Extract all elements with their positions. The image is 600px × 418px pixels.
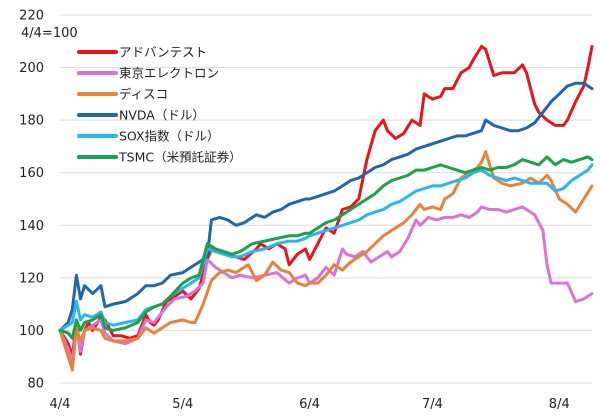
index-note: 4/4=100: [21, 26, 78, 41]
x-tick-label: 6/4: [299, 397, 320, 412]
x-tick-label: 4/4: [50, 397, 71, 412]
series-line: [58, 150, 594, 372]
series-line: [58, 45, 594, 359]
y-tick-label: 120: [19, 271, 44, 286]
legend-label: アドバンテスト: [119, 45, 207, 60]
legend-label: SOX指数（ドル）: [119, 129, 220, 144]
y-tick-label: 160: [19, 166, 44, 181]
y-tick-label: 80: [27, 377, 44, 392]
legend-label: 東京エレクトロン: [119, 66, 219, 81]
series-line: [58, 163, 594, 332]
y-tick-label: 220: [19, 9, 44, 24]
series-line: [58, 155, 594, 340]
x-tick-label: 7/4: [422, 397, 443, 412]
y-tick-label: 100: [19, 324, 44, 339]
series-line: [58, 81, 594, 332]
x-tick-label: 5/4: [172, 397, 193, 412]
legend-label: ディスコ: [119, 87, 168, 102]
y-tick-label: 180: [19, 114, 44, 129]
legend-label: NVDA（ドル）: [119, 108, 205, 123]
y-tick-label: 200: [19, 61, 44, 76]
x-tick-label: 8/4: [549, 397, 570, 412]
series-line: [58, 205, 594, 364]
legend-label: TSMC（米預託証券）: [118, 150, 242, 165]
y-tick-label: 140: [19, 219, 44, 234]
